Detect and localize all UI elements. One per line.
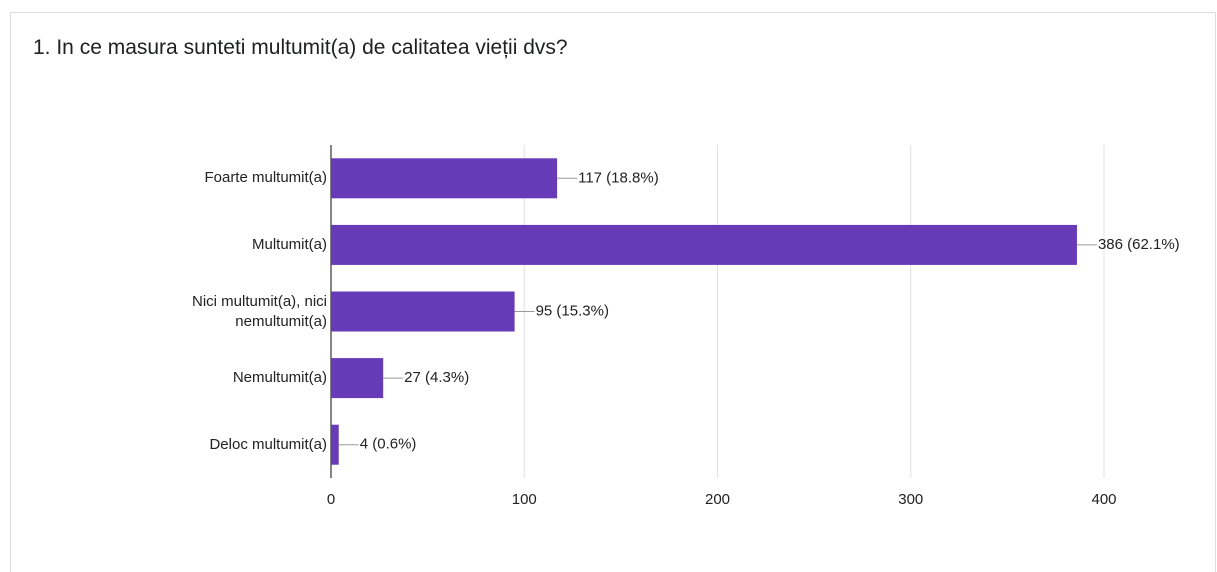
data-label: 4 (0.6%) [360, 436, 417, 453]
x-tick-label: 0 [327, 491, 335, 508]
data-label: 117 (18.8%) [578, 169, 659, 186]
bar [331, 224, 1077, 265]
x-tick-label: 100 [512, 491, 537, 508]
x-tick-label: 300 [898, 491, 923, 508]
data-label: 27 (4.3%) [404, 369, 469, 386]
y-tick-label: Multumit(a) [251, 235, 327, 253]
bar [331, 424, 339, 465]
bar [331, 291, 515, 332]
chart-title: 1. In ce masura sunteti multumit(a) de c… [33, 36, 568, 59]
y-tick-label: Nemultumit(a) [232, 369, 327, 387]
y-tick-label: Deloc multumit(a) [209, 435, 327, 453]
x-tick-label: 400 [1091, 491, 1116, 508]
card [10, 12, 1216, 572]
y-tick-label: Foarte multumit(a) [204, 169, 327, 187]
x-tick-label: 200 [705, 491, 730, 508]
bar [331, 358, 384, 399]
chart: 0 100 200 300 400 117 (18.8%) 386 (62.1%) 95 (1… [327, 145, 1180, 508]
page: {"chart_data": {"type": "bar", "orientat… [10, 12, 1216, 572]
y-tick-label: Nici multumit(a), nici nemultumit(a) [191, 292, 327, 330]
bar [331, 158, 558, 199]
data-label: 95 (15.3%) [536, 302, 609, 319]
data-label: 386 (62.1%) [1098, 236, 1180, 253]
